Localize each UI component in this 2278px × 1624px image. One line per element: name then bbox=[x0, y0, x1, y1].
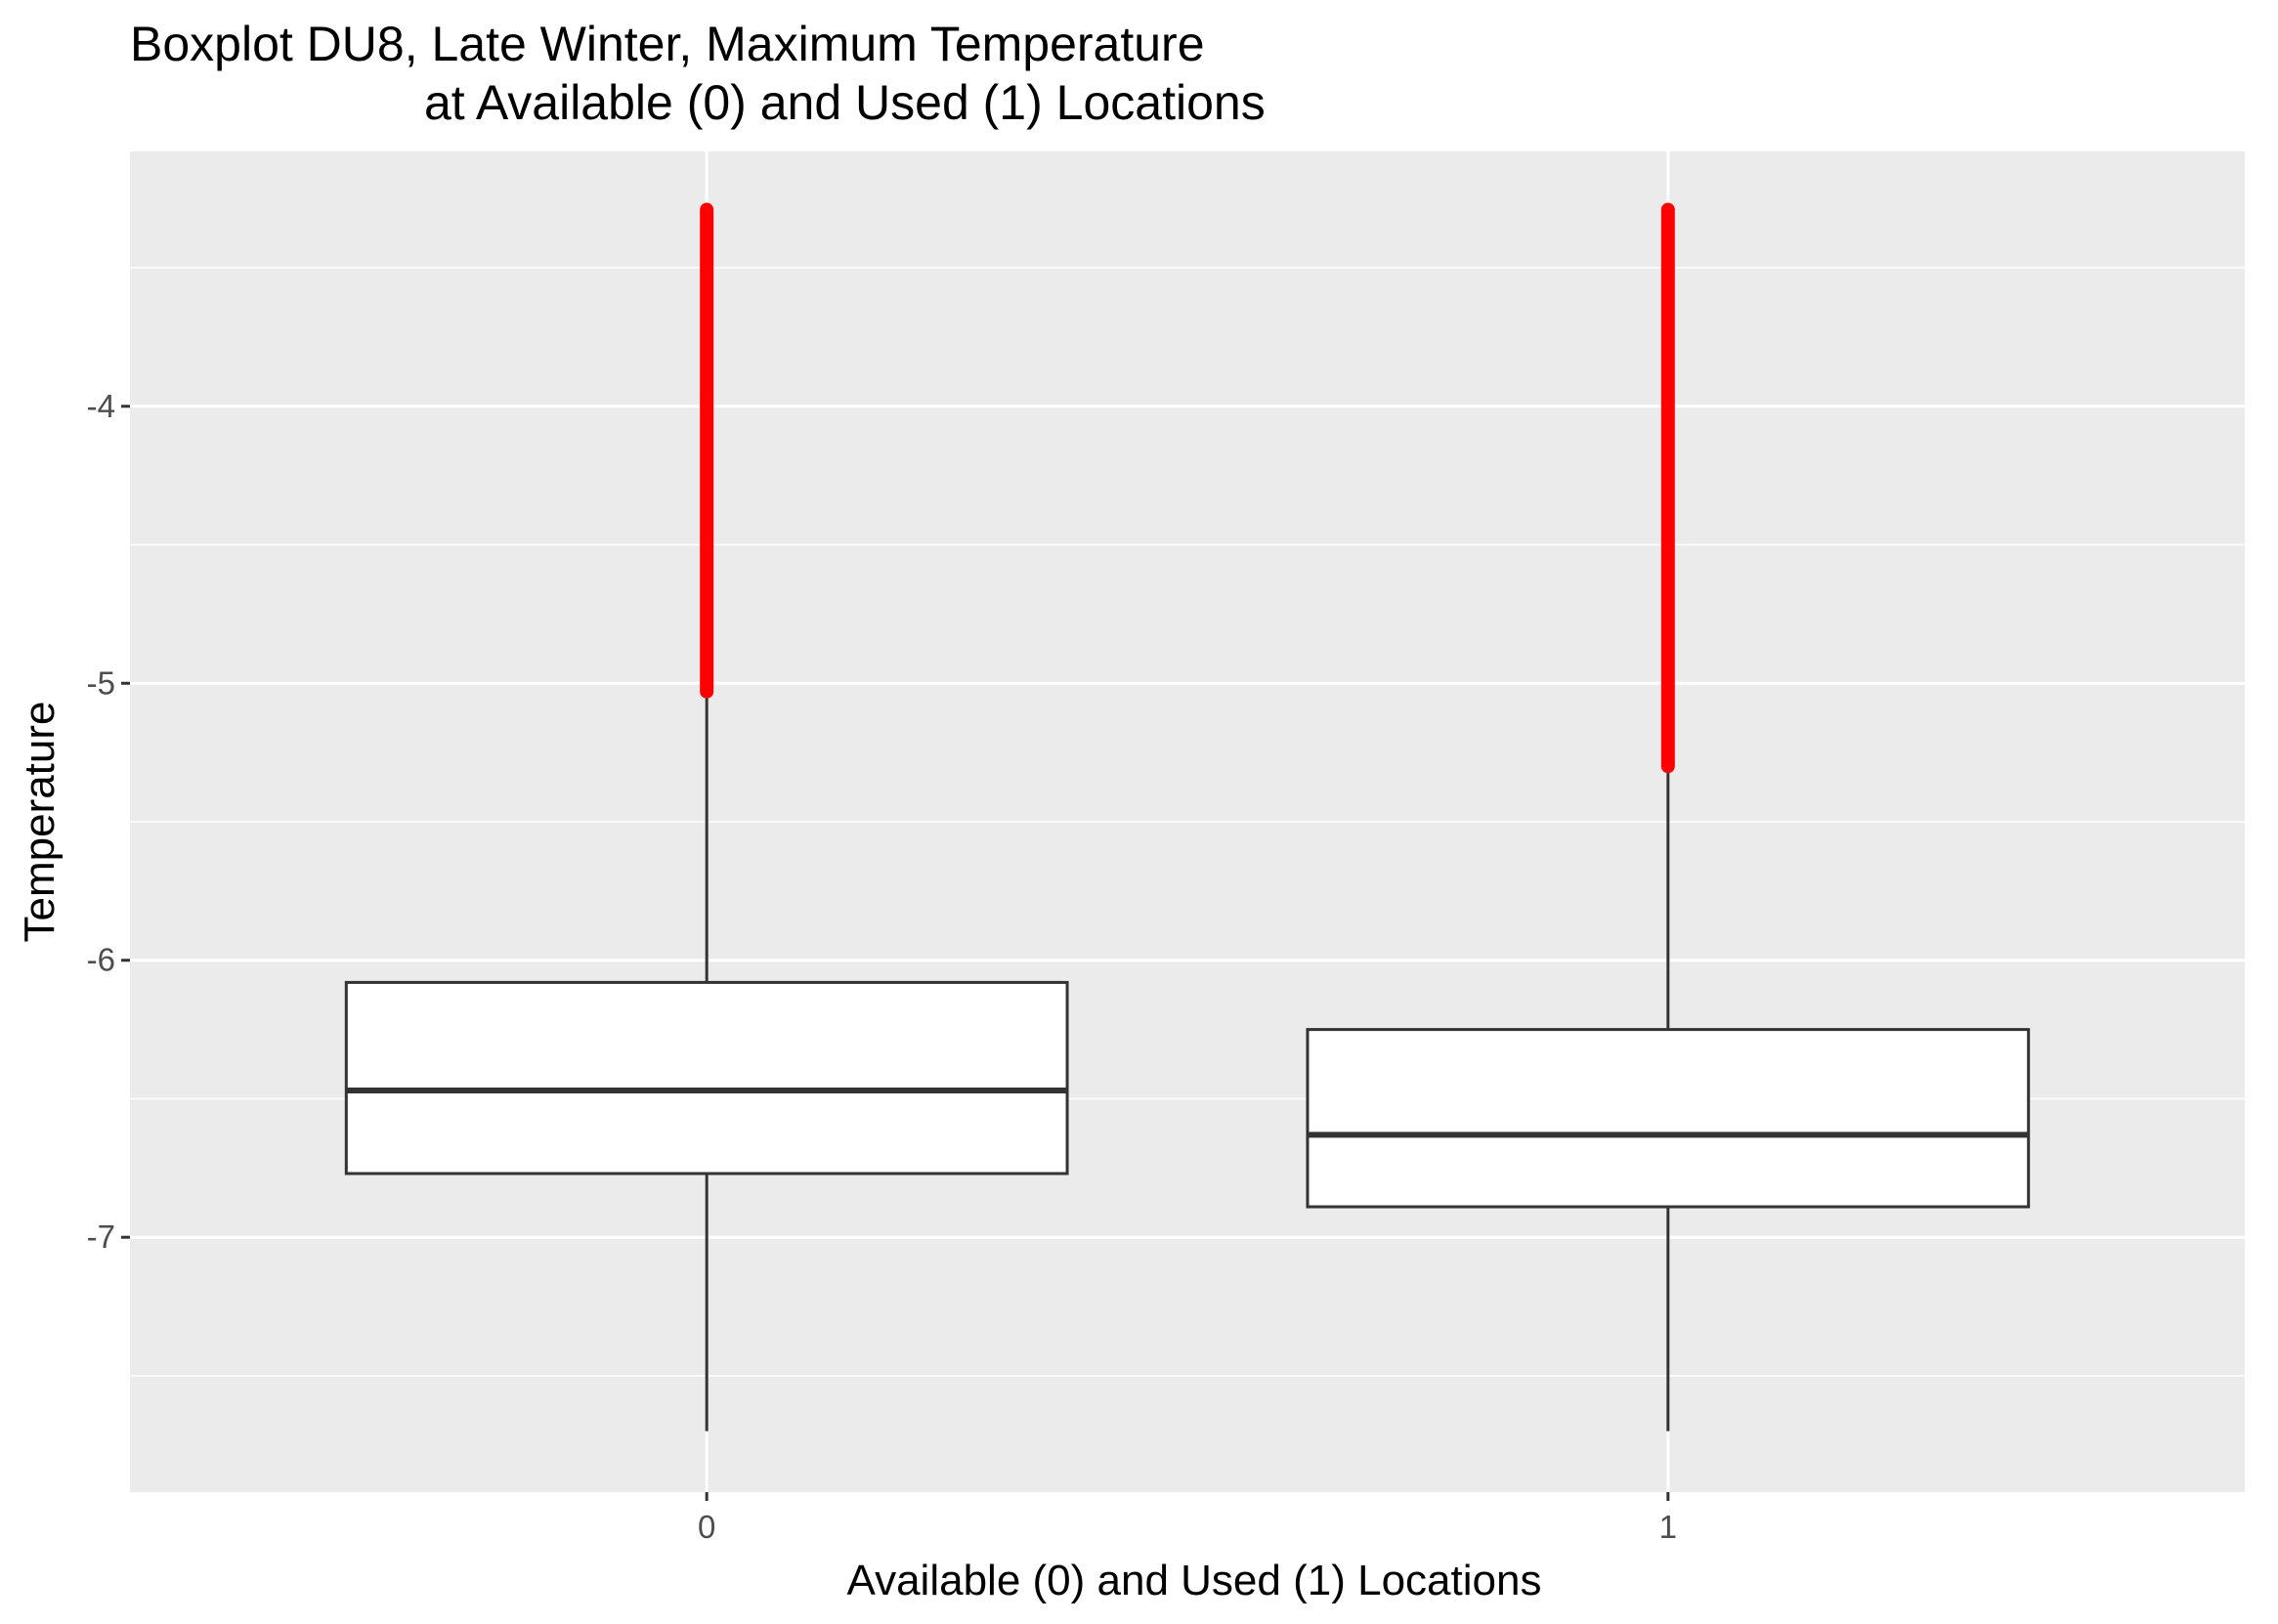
y-tick-label: -5 bbox=[87, 664, 115, 701]
iqr-box bbox=[1306, 1028, 2031, 1209]
chart-title: Boxplot DU8, Late Winter, Maximum Temper… bbox=[130, 17, 1205, 71]
x-tick-label: 1 bbox=[1659, 1509, 1677, 1545]
x-axis-title: Available (0) and Used (1) Locations bbox=[847, 1557, 1542, 1604]
box-layer bbox=[344, 202, 2031, 1432]
iqr-box bbox=[344, 980, 1069, 1175]
x-tick-label: 0 bbox=[698, 1509, 715, 1545]
y-tick-label: -7 bbox=[87, 1218, 115, 1255]
tick-layer: -4 -5 -6 -7 0 1 bbox=[87, 388, 1677, 1545]
box-group-1 bbox=[1306, 202, 2031, 1432]
y-axis-title: Temperature bbox=[16, 701, 64, 942]
y-tick-label: -6 bbox=[87, 942, 115, 978]
box-group-0 bbox=[344, 202, 1069, 1432]
chart-subtitle: at Available (0) and Used (1) Locations bbox=[424, 75, 1266, 130]
y-tick-label: -4 bbox=[87, 388, 115, 424]
